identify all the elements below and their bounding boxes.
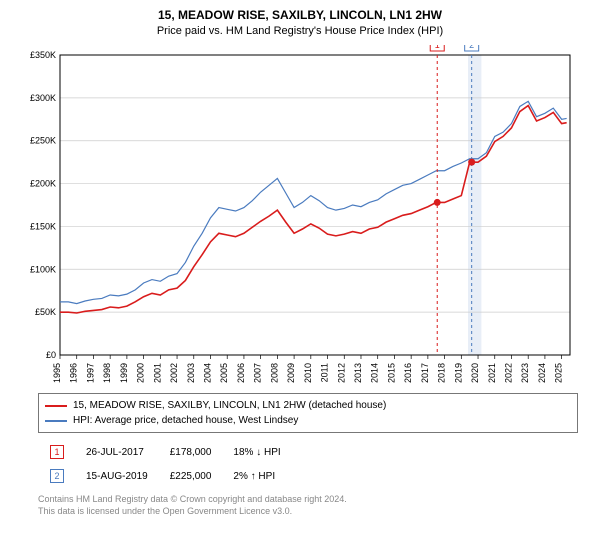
svg-text:2024: 2024 (537, 363, 547, 383)
svg-text:2003: 2003 (186, 363, 196, 383)
svg-text:2005: 2005 (219, 363, 229, 383)
svg-text:2: 2 (469, 45, 474, 50)
marker-price: £225,000 (160, 465, 222, 487)
svg-text:2022: 2022 (503, 363, 513, 383)
marker-date: 26-JUL-2017 (76, 441, 158, 463)
svg-text:2007: 2007 (253, 363, 263, 383)
svg-text:1997: 1997 (85, 363, 95, 383)
chart-plot: £0 £50K £100K £150K £200K £250K £300K £350K 1995… (20, 45, 580, 385)
svg-text:1998: 1998 (102, 363, 112, 383)
markers-table: 1 26-JUL-2017 £178,000 18% ↓ HPI 2 15-AU… (38, 439, 293, 489)
svg-text:£350K: £350K (30, 50, 56, 60)
marker-badge: 2 (50, 469, 64, 483)
svg-text:2012: 2012 (336, 363, 346, 383)
credit-text: Contains HM Land Registry data © Crown c… (38, 493, 578, 517)
svg-text:2025: 2025 (554, 363, 564, 383)
svg-text:2019: 2019 (453, 363, 463, 383)
svg-text:2006: 2006 (236, 363, 246, 383)
svg-text:2014: 2014 (370, 363, 380, 383)
svg-text:2010: 2010 (303, 363, 313, 383)
marker-row: 2 15-AUG-2019 £225,000 2% ↑ HPI (40, 465, 291, 487)
svg-text:£150K: £150K (30, 221, 56, 231)
svg-text:£300K: £300K (30, 93, 56, 103)
svg-text:£0: £0 (46, 350, 56, 360)
svg-text:2001: 2001 (152, 363, 162, 383)
svg-text:1996: 1996 (69, 363, 79, 383)
svg-text:2018: 2018 (437, 363, 447, 383)
svg-text:2017: 2017 (420, 363, 430, 383)
svg-text:2020: 2020 (470, 363, 480, 383)
svg-text:2011: 2011 (320, 363, 330, 382)
svg-text:£200K: £200K (30, 179, 56, 189)
svg-text:£50K: £50K (35, 307, 56, 317)
legend-item: HPI: Average price, detached house, West… (45, 413, 571, 428)
marker-price: £178,000 (160, 441, 222, 463)
svg-text:2021: 2021 (487, 363, 497, 383)
svg-text:2008: 2008 (269, 363, 279, 383)
legend: 15, MEADOW RISE, SAXILBY, LINCOLN, LN1 2… (38, 393, 578, 433)
svg-text:2015: 2015 (386, 363, 396, 383)
svg-text:1: 1 (435, 45, 440, 50)
marker-delta: 18% ↓ HPI (223, 441, 290, 463)
svg-text:1999: 1999 (119, 363, 129, 383)
svg-text:2023: 2023 (520, 363, 530, 383)
svg-text:1995: 1995 (52, 363, 62, 383)
svg-text:£250K: £250K (30, 136, 56, 146)
legend-label: HPI: Average price, detached house, West… (73, 413, 298, 428)
chart-container: 15, MEADOW RISE, SAXILBY, LINCOLN, LN1 2… (0, 0, 600, 560)
legend-label: 15, MEADOW RISE, SAXILBY, LINCOLN, LN1 2… (73, 398, 386, 413)
legend-item: 15, MEADOW RISE, SAXILBY, LINCOLN, LN1 2… (45, 398, 571, 413)
marker-badge: 1 (50, 445, 64, 459)
svg-text:2004: 2004 (202, 363, 212, 383)
svg-text:£100K: £100K (30, 264, 56, 274)
svg-text:2009: 2009 (286, 363, 296, 383)
svg-text:2013: 2013 (353, 363, 363, 383)
marker-delta: 2% ↑ HPI (223, 465, 290, 487)
legend-swatch (45, 405, 67, 407)
marker-row: 1 26-JUL-2017 £178,000 18% ↓ HPI (40, 441, 291, 463)
legend-swatch (45, 420, 67, 422)
chart-title: 15, MEADOW RISE, SAXILBY, LINCOLN, LN1 2… (0, 0, 600, 22)
chart-subtitle: Price paid vs. HM Land Registry's House … (0, 22, 600, 37)
svg-text:2000: 2000 (136, 363, 146, 383)
svg-text:2002: 2002 (169, 363, 179, 383)
marker-date: 15-AUG-2019 (76, 465, 158, 487)
svg-text:2016: 2016 (403, 363, 413, 383)
